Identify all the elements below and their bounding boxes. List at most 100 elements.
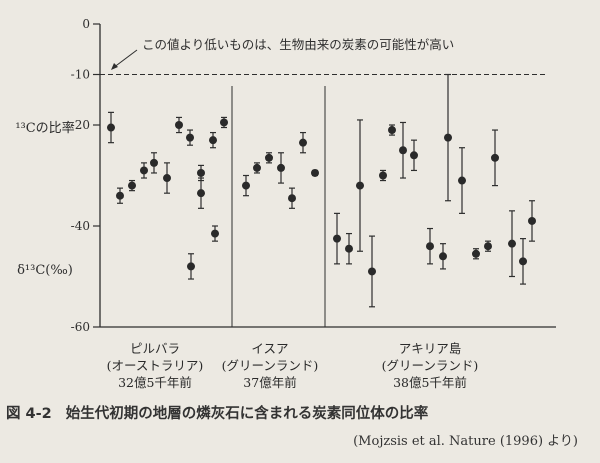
point-marker: [528, 216, 536, 225]
data-point: [220, 116, 228, 129]
point-marker: [163, 174, 171, 183]
point-marker: [209, 136, 217, 145]
data-point: [356, 119, 364, 252]
data-point: [116, 187, 124, 204]
data-point: [444, 73, 452, 202]
threshold-annotation: この値より低いものは、生物由来の炭素の可能性が高い: [142, 37, 454, 52]
data-point: [107, 111, 115, 144]
data-point: [277, 152, 285, 184]
data-point: [209, 131, 217, 149]
figure-source: (Mojzsis et al. Nature (1996) より): [353, 434, 578, 449]
data-point: [140, 162, 148, 179]
point-marker: [211, 229, 219, 238]
point-marker: [519, 257, 527, 266]
plot-area: この値より低いものは、生物由来の炭素の可能性が高い: [100, 37, 548, 308]
point-marker: [107, 123, 115, 132]
point-marker: [484, 242, 492, 251]
data-point: [253, 162, 261, 174]
point-marker: [444, 133, 452, 142]
data-point: [163, 162, 171, 194]
data-point: [519, 238, 527, 285]
data-point: [379, 169, 387, 182]
point-marker: [150, 158, 158, 167]
figure-caption: 図 4-2 始生代初期の地層の燐灰石に含まれる炭素同位体の比率: [6, 402, 428, 423]
group-age: 38億5千年前: [393, 375, 467, 390]
point-marker: [379, 171, 387, 180]
point-marker: [187, 262, 195, 271]
point-marker: [508, 239, 516, 248]
point-marker: [410, 151, 418, 160]
point-marker: [491, 153, 499, 162]
group-region: (オーストラリア): [106, 358, 204, 373]
data-point: [388, 124, 396, 136]
point-marker: [439, 252, 447, 261]
group-name: ピルバラ: [129, 341, 180, 356]
data-point: [186, 129, 194, 146]
y-tick-label: -40: [71, 219, 90, 233]
data-point: [528, 200, 536, 242]
data-point: [187, 253, 195, 280]
point-marker: [277, 163, 285, 172]
point-marker: [128, 181, 136, 190]
point-marker: [311, 168, 319, 177]
group-region: (グリーンランド): [381, 358, 479, 373]
data-point: [265, 152, 273, 164]
y-axis-title: ¹³Cの比率: [15, 120, 74, 136]
group-label-pilbara: ピルバラ (オーストラリア) 32億5千年前: [100, 340, 210, 391]
point-marker: [333, 234, 341, 243]
point-marker: [140, 166, 148, 175]
y-tick-label: -20: [71, 118, 90, 132]
point-marker: [458, 176, 466, 185]
point-marker: [197, 189, 205, 198]
y-tick-label: -60: [71, 320, 90, 334]
point-marker: [288, 194, 296, 203]
point-marker: [220, 118, 228, 127]
point-marker: [388, 126, 396, 135]
data-point: [150, 152, 158, 174]
data-point: [288, 187, 296, 209]
data-point: [175, 116, 183, 134]
group-age: 37億年前: [243, 375, 297, 390]
group-name: イスア: [251, 341, 289, 356]
data-point: [491, 129, 499, 187]
data-point: [508, 210, 516, 278]
point-marker: [242, 181, 250, 190]
point-marker: [253, 163, 261, 172]
point-marker: [472, 249, 480, 258]
point-marker: [186, 133, 194, 142]
point-marker: [175, 121, 183, 129]
figure-number: 図 4-2: [6, 406, 52, 422]
y-axis-unit: δ¹³C(‰): [17, 263, 73, 278]
data-point: [333, 212, 341, 265]
caption-text: 始生代初期の地層の燐灰石に含まれる炭素同位体の比率: [65, 406, 429, 422]
point-marker: [368, 267, 376, 276]
data-point: [439, 243, 447, 270]
y-tick-label: 0: [82, 17, 90, 31]
point-marker: [356, 181, 364, 190]
data-point: [458, 147, 466, 214]
point-marker: [116, 191, 124, 200]
group-age: 32億5千年前: [118, 375, 192, 390]
data-point: [410, 139, 418, 172]
point-marker: [399, 146, 407, 155]
data-point: [484, 240, 492, 252]
y-tick-label: -10: [71, 68, 90, 82]
data-point: [368, 235, 376, 308]
data-point: [345, 232, 353, 265]
point-marker: [299, 138, 307, 147]
data-point: [211, 225, 219, 242]
group-label-isua: イスア (グリーンランド) 37億年前: [220, 340, 320, 391]
point-marker: [426, 242, 434, 251]
group-label-akilia: アキリア島 (グリーンランド) 38億5千年前: [370, 340, 490, 391]
data-point: [242, 174, 250, 197]
annotation-arrowhead: [111, 63, 118, 70]
data-point: [472, 248, 480, 260]
point-marker: [265, 153, 273, 162]
y-axis: 0 -10 -20 -40 -60 ¹³Cの比率 δ¹³C(‰): [15, 17, 556, 334]
data-point: [311, 168, 319, 177]
annotation-arrow: [112, 49, 138, 69]
group-name: アキリア島: [398, 341, 462, 356]
data-point: [426, 227, 434, 265]
data-point: [399, 121, 407, 179]
